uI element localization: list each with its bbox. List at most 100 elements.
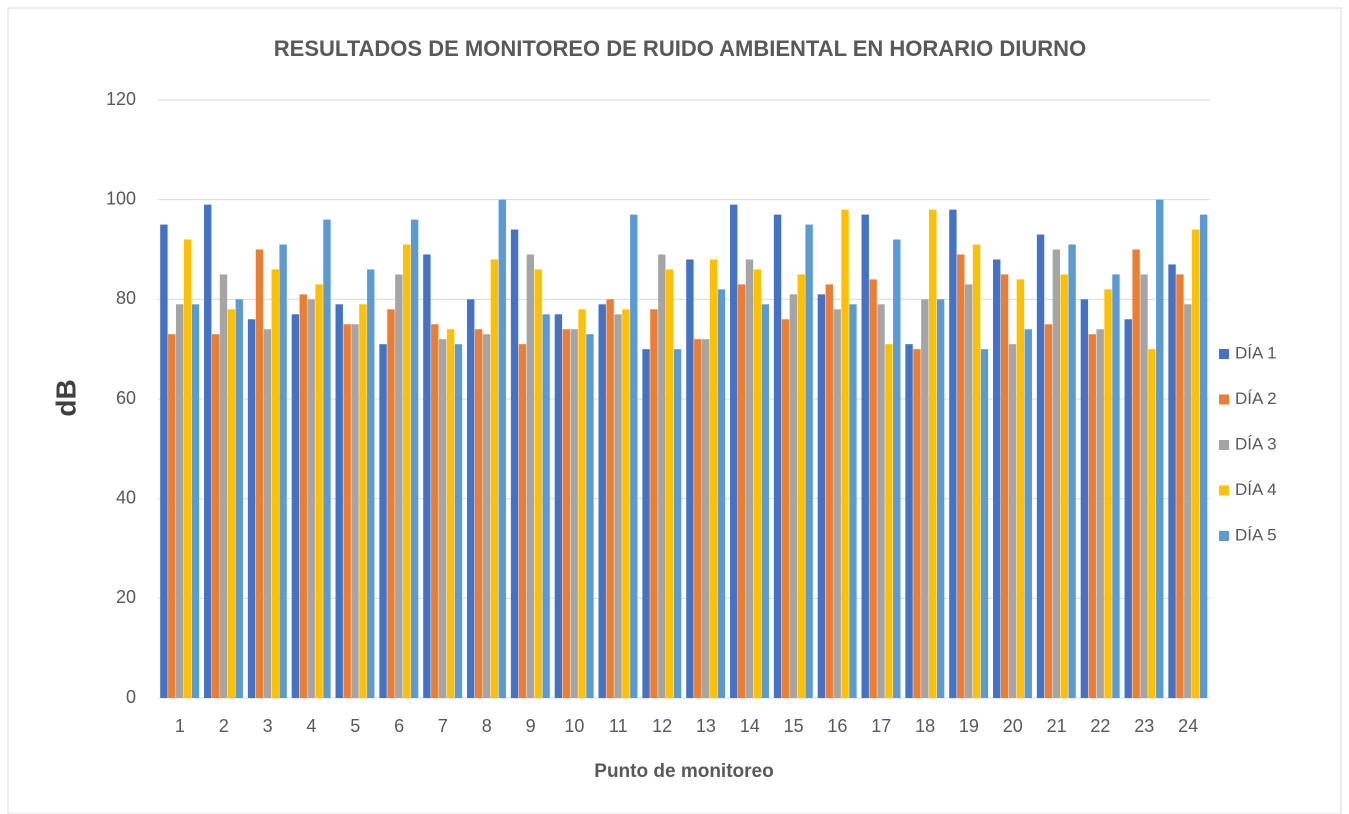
bar bbox=[921, 299, 929, 698]
bar bbox=[482, 334, 491, 698]
bar bbox=[761, 304, 769, 698]
x-tick-label: 12 bbox=[652, 716, 672, 736]
bar bbox=[335, 304, 343, 698]
bar bbox=[175, 304, 184, 698]
bar bbox=[1168, 264, 1176, 698]
legend-label: DÍA 1 bbox=[1235, 343, 1277, 362]
x-tick-label: 15 bbox=[784, 716, 804, 736]
x-tick-label: 11 bbox=[609, 716, 628, 736]
bar bbox=[1036, 234, 1045, 699]
bar bbox=[510, 229, 519, 699]
bar bbox=[219, 274, 228, 698]
bar bbox=[849, 304, 857, 698]
bar bbox=[1008, 344, 1017, 698]
bar bbox=[235, 299, 243, 698]
bar bbox=[395, 274, 403, 698]
y-tick-label: 80 bbox=[116, 288, 136, 308]
bar bbox=[227, 309, 236, 698]
bar bbox=[247, 319, 256, 698]
bar bbox=[438, 339, 447, 698]
x-tick-label: 4 bbox=[306, 716, 316, 736]
bar bbox=[1148, 349, 1156, 698]
bar bbox=[1199, 214, 1208, 698]
bar bbox=[204, 204, 212, 698]
bar bbox=[562, 329, 570, 698]
x-tick-label: 17 bbox=[871, 716, 891, 736]
x-tick-label: 6 bbox=[394, 716, 404, 736]
bar bbox=[701, 339, 710, 698]
bar bbox=[160, 224, 168, 699]
x-tick-label: 14 bbox=[740, 716, 760, 736]
bar bbox=[614, 314, 622, 698]
bar bbox=[526, 254, 535, 698]
bar bbox=[893, 239, 901, 699]
bar bbox=[841, 209, 849, 698]
legend-swatch bbox=[1219, 394, 1229, 405]
bar bbox=[1088, 334, 1096, 698]
x-tick-label: 24 bbox=[1178, 716, 1198, 736]
bar bbox=[745, 259, 754, 698]
legend-swatch bbox=[1219, 485, 1229, 496]
x-tick-label: 10 bbox=[564, 716, 584, 736]
y-tick-label: 100 bbox=[106, 188, 136, 208]
bar bbox=[781, 319, 790, 698]
bar bbox=[454, 344, 463, 698]
x-tick-label: 1 bbox=[175, 716, 185, 736]
x-tick-label: 23 bbox=[1134, 716, 1154, 736]
x-tick-label: 16 bbox=[827, 716, 847, 736]
bar bbox=[410, 219, 419, 698]
bar bbox=[1096, 329, 1104, 698]
chart-title: RESULTADOS DE MONITOREO DE RUIDO AMBIENT… bbox=[274, 36, 1086, 61]
bar bbox=[622, 309, 630, 698]
bar bbox=[1192, 229, 1200, 699]
x-tick-label: 19 bbox=[959, 716, 979, 736]
bar bbox=[1104, 289, 1112, 698]
bar bbox=[905, 344, 913, 698]
bar bbox=[1156, 199, 1164, 698]
bar bbox=[1016, 279, 1025, 698]
bar bbox=[1024, 329, 1032, 698]
x-axis-label: Punto de monitoreo bbox=[594, 761, 773, 782]
bar bbox=[825, 284, 833, 698]
bar bbox=[431, 324, 439, 698]
bar bbox=[717, 289, 726, 698]
bar bbox=[753, 269, 762, 698]
bar bbox=[1068, 244, 1076, 698]
legend-label: DÍA 4 bbox=[1235, 480, 1277, 499]
bar bbox=[542, 314, 550, 698]
bar bbox=[307, 299, 315, 698]
bar bbox=[1060, 274, 1068, 698]
bar bbox=[833, 309, 841, 698]
y-axis-label: dB bbox=[50, 379, 81, 416]
bar bbox=[972, 244, 981, 698]
bar bbox=[359, 304, 367, 698]
bar bbox=[183, 239, 192, 699]
bar bbox=[869, 279, 877, 698]
bar bbox=[1112, 274, 1120, 698]
y-tick-label: 60 bbox=[116, 388, 136, 408]
bar bbox=[606, 299, 614, 698]
bar bbox=[291, 314, 300, 698]
bar bbox=[1080, 299, 1089, 698]
legend-label: DÍA 3 bbox=[1235, 434, 1277, 453]
bar bbox=[686, 259, 694, 698]
bar bbox=[797, 274, 805, 698]
bar bbox=[885, 344, 893, 698]
y-tick-label: 0 bbox=[126, 687, 136, 707]
bar bbox=[534, 269, 542, 698]
bar bbox=[518, 344, 527, 698]
bar bbox=[467, 299, 475, 698]
x-tick-label: 13 bbox=[696, 716, 716, 736]
x-tick-label: 7 bbox=[438, 716, 448, 736]
x-tick-label: 9 bbox=[526, 716, 536, 736]
x-tick-label: 8 bbox=[482, 716, 492, 736]
bar bbox=[351, 324, 359, 698]
bar bbox=[1000, 274, 1009, 698]
bar bbox=[861, 214, 869, 698]
bar bbox=[323, 219, 331, 698]
bar bbox=[490, 259, 499, 698]
y-tick-label: 40 bbox=[116, 487, 136, 507]
bar bbox=[650, 309, 658, 698]
x-tick-label: 20 bbox=[1003, 716, 1023, 736]
bar bbox=[1140, 274, 1148, 698]
